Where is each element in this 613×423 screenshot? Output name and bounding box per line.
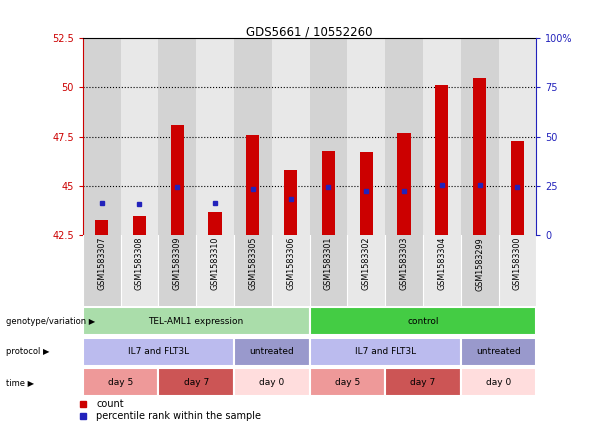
Text: day 5: day 5: [335, 378, 360, 387]
Bar: [133, 216, 146, 235]
Bar: [322, 151, 335, 235]
Text: untreated: untreated: [476, 347, 521, 356]
Text: GSM1583301: GSM1583301: [324, 237, 333, 290]
Bar: [208, 212, 222, 235]
Bar: [234, 38, 272, 235]
Text: TEL-AML1 expression: TEL-AML1 expression: [148, 316, 244, 326]
Bar: [234, 235, 272, 306]
FancyBboxPatch shape: [158, 368, 234, 396]
Text: GSM1583305: GSM1583305: [248, 237, 257, 290]
Bar: [196, 38, 234, 235]
FancyBboxPatch shape: [83, 368, 158, 396]
Text: IL7 and FLT3L: IL7 and FLT3L: [128, 347, 189, 356]
FancyBboxPatch shape: [461, 368, 536, 396]
Bar: [473, 77, 486, 235]
Bar: [121, 235, 158, 306]
Bar: [397, 133, 411, 235]
Bar: [461, 235, 498, 306]
Bar: [435, 85, 449, 235]
Bar: [83, 235, 121, 306]
Text: GSM1583307: GSM1583307: [97, 237, 106, 290]
Bar: [196, 235, 234, 306]
Text: GSM1583306: GSM1583306: [286, 237, 295, 290]
FancyBboxPatch shape: [83, 338, 234, 365]
Text: day 5: day 5: [108, 378, 133, 387]
Bar: [423, 38, 461, 235]
Text: GSM1583299: GSM1583299: [475, 237, 484, 291]
Text: day 7: day 7: [410, 378, 436, 387]
Text: percentile rank within the sample: percentile rank within the sample: [96, 411, 261, 421]
Bar: [360, 153, 373, 235]
Text: day 0: day 0: [259, 378, 284, 387]
Text: GSM1583302: GSM1583302: [362, 237, 371, 290]
Text: GSM1583303: GSM1583303: [400, 237, 409, 290]
Text: genotype/variation ▶: genotype/variation ▶: [6, 316, 96, 326]
Bar: [498, 38, 536, 235]
Bar: [348, 235, 385, 306]
Text: day 7: day 7: [183, 378, 209, 387]
Bar: [95, 220, 109, 235]
Text: control: control: [407, 316, 439, 326]
Bar: [423, 235, 461, 306]
FancyBboxPatch shape: [310, 307, 536, 335]
Text: untreated: untreated: [249, 347, 294, 356]
Bar: [348, 38, 385, 235]
Bar: [385, 38, 423, 235]
Bar: [511, 141, 524, 235]
Text: GSM1583309: GSM1583309: [173, 237, 182, 290]
Text: count: count: [96, 399, 124, 409]
Bar: [498, 235, 536, 306]
Bar: [461, 38, 498, 235]
Text: time ▶: time ▶: [6, 378, 34, 387]
Title: GDS5661 / 10552260: GDS5661 / 10552260: [246, 25, 373, 38]
FancyBboxPatch shape: [310, 368, 385, 396]
Bar: [310, 235, 348, 306]
FancyBboxPatch shape: [83, 307, 310, 335]
FancyBboxPatch shape: [234, 368, 310, 396]
FancyBboxPatch shape: [310, 338, 461, 365]
Text: GSM1583300: GSM1583300: [513, 237, 522, 290]
Bar: [272, 235, 310, 306]
Bar: [158, 38, 196, 235]
Bar: [310, 38, 348, 235]
Bar: [83, 38, 121, 235]
Text: protocol ▶: protocol ▶: [6, 347, 50, 356]
FancyBboxPatch shape: [461, 338, 536, 365]
Text: IL7 and FLT3L: IL7 and FLT3L: [354, 347, 416, 356]
FancyBboxPatch shape: [385, 368, 461, 396]
Bar: [385, 235, 423, 306]
Text: GSM1583310: GSM1583310: [210, 237, 219, 290]
Text: day 0: day 0: [486, 378, 511, 387]
Bar: [246, 135, 259, 235]
Bar: [284, 170, 297, 235]
Bar: [170, 125, 184, 235]
Bar: [272, 38, 310, 235]
Bar: [121, 38, 158, 235]
FancyBboxPatch shape: [234, 338, 310, 365]
Bar: [158, 235, 196, 306]
Text: GSM1583308: GSM1583308: [135, 237, 144, 290]
Text: GSM1583304: GSM1583304: [437, 237, 446, 290]
